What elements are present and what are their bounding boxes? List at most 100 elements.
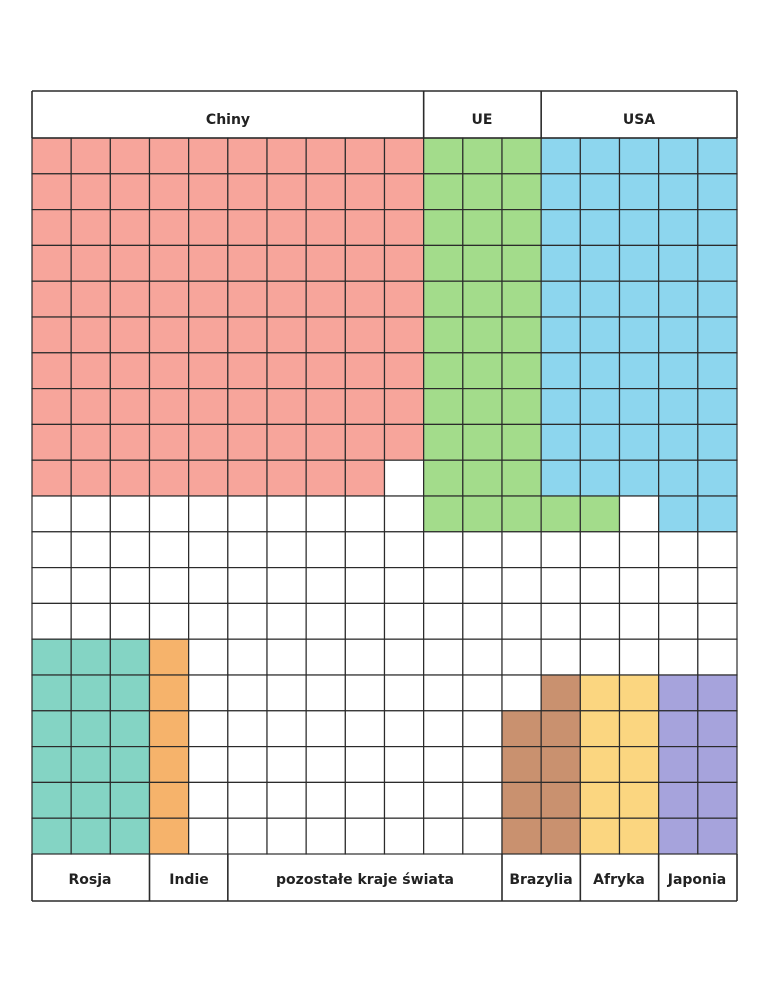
cell-usa: [540, 209, 581, 247]
cell-ue: [423, 244, 464, 282]
empty-cell: [344, 566, 386, 604]
empty-cell: [344, 710, 386, 748]
cell-brazylia: [501, 710, 542, 748]
empty-cell: [305, 817, 346, 855]
empty-cell: [266, 817, 307, 855]
cell-chiny: [305, 352, 346, 390]
cell-rosja: [109, 638, 151, 676]
empty-cell: [266, 602, 307, 640]
cell-usa: [618, 423, 660, 461]
empty-cell: [305, 495, 346, 533]
empty-cell: [227, 531, 268, 569]
empty-cell: [305, 781, 346, 819]
label-japonia: Japonia: [667, 872, 727, 888]
label-brazylia: Brazylia: [509, 872, 572, 888]
empty-cell: [697, 602, 738, 640]
cell-chiny: [227, 280, 268, 318]
empty-cell: [188, 817, 229, 855]
empty-cell: [462, 817, 503, 855]
empty-cell: [344, 638, 386, 676]
cell-chiny: [70, 280, 111, 318]
empty-cell: [344, 531, 386, 569]
empty-cell: [188, 674, 229, 712]
empty-cell: [540, 602, 581, 640]
cell-usa: [658, 388, 699, 426]
cell-rosja: [70, 817, 111, 855]
empty-cell: [383, 710, 425, 748]
cell-usa: [697, 137, 738, 175]
cell-ue: [501, 495, 542, 533]
empty-cell: [109, 495, 151, 533]
empty-cell: [697, 566, 738, 604]
cell-afryka: [579, 817, 621, 855]
cell-chiny: [305, 173, 346, 211]
cell-rosja: [31, 781, 72, 819]
empty-cell: [344, 817, 386, 855]
cell-ue: [501, 388, 542, 426]
empty-cell: [618, 602, 660, 640]
cell-chiny: [31, 280, 72, 318]
empty-cell: [618, 495, 660, 533]
cell-usa: [579, 244, 621, 282]
cell-usa: [658, 459, 699, 497]
cell-chiny: [383, 173, 425, 211]
cell-rosja: [70, 674, 111, 712]
empty-cell: [227, 602, 268, 640]
label-usa: USA: [623, 112, 655, 128]
cell-indie: [148, 781, 190, 819]
cell-ue: [501, 352, 542, 390]
cell-rosja: [70, 745, 111, 783]
empty-cell: [188, 710, 229, 748]
cell-chiny: [227, 244, 268, 282]
cell-japonia: [697, 710, 738, 748]
empty-cell: [188, 566, 229, 604]
empty-cell: [540, 566, 581, 604]
cell-usa: [618, 173, 660, 211]
cell-chiny: [344, 316, 386, 354]
cell-chiny: [383, 244, 425, 282]
label-afryka: Afryka: [593, 872, 645, 888]
cell-chiny: [148, 423, 190, 461]
cell-ue: [462, 423, 503, 461]
cell-chiny: [266, 459, 307, 497]
cell-usa: [658, 244, 699, 282]
cell-chiny: [109, 423, 151, 461]
cell-usa: [697, 316, 738, 354]
cell-chiny: [188, 209, 229, 247]
empty-cell: [70, 531, 111, 569]
cell-chiny: [344, 423, 386, 461]
label-indie: Indie: [169, 872, 209, 888]
cell-rosja: [70, 781, 111, 819]
cell-chiny: [383, 388, 425, 426]
cell-chiny: [188, 388, 229, 426]
cell-chiny: [188, 137, 229, 175]
empty-cell: [109, 566, 151, 604]
cell-rosja: [31, 638, 72, 676]
cell-usa: [579, 423, 621, 461]
cell-chiny: [109, 173, 151, 211]
frame-layer: [31, 90, 738, 902]
cell-chiny: [344, 173, 386, 211]
cell-chiny: [70, 173, 111, 211]
cell-rosja: [109, 817, 151, 855]
cell-chiny: [266, 316, 307, 354]
cell-afryka: [618, 674, 660, 712]
cell-usa: [658, 173, 699, 211]
empty-cell: [618, 566, 660, 604]
empty-cell: [383, 602, 425, 640]
empty-cell: [344, 495, 386, 533]
empty-cell: [501, 566, 542, 604]
empty-cell: [266, 710, 307, 748]
cell-chiny: [31, 316, 72, 354]
cell-japonia: [697, 781, 738, 819]
cell-chiny: [383, 316, 425, 354]
cell-chiny: [109, 316, 151, 354]
empty-cell: [188, 638, 229, 676]
cell-chiny: [188, 173, 229, 211]
empty-cell: [383, 531, 425, 569]
cell-chiny: [383, 280, 425, 318]
empty-cell: [462, 781, 503, 819]
cell-rosja: [31, 745, 72, 783]
cell-chiny: [109, 459, 151, 497]
cell-usa: [697, 495, 738, 533]
